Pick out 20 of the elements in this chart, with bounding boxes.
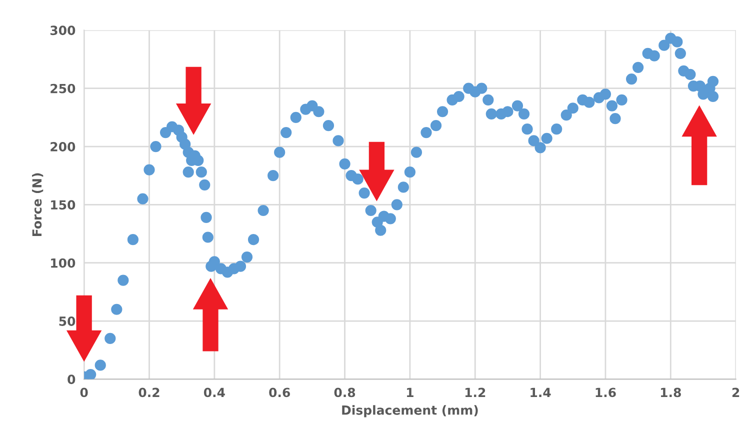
- y-tick-label: 250: [50, 84, 76, 94]
- y-tick-label: 50: [59, 316, 76, 326]
- x-tick-label: 2: [732, 388, 740, 398]
- y-tick-label: 300: [50, 26, 76, 36]
- x-tick-label: 0.4: [204, 388, 225, 398]
- x-tick-label: 0.6: [269, 388, 290, 398]
- x-tick-label: 1.2: [465, 388, 486, 398]
- x-axis-title: Displacement (mm): [342, 405, 478, 418]
- x-tick-label: 1.8: [660, 388, 681, 398]
- y-tick-label: 200: [50, 142, 76, 152]
- y-tick-label: 150: [51, 200, 76, 210]
- y-axis-title: Force (N): [32, 173, 44, 236]
- y-tick-label: 0: [68, 374, 76, 384]
- y-tick-label: 100: [51, 258, 76, 268]
- x-tick-label: 0.2: [138, 388, 160, 398]
- x-tick-label: 1: [407, 388, 414, 398]
- x-tick-label: 1.4: [530, 388, 551, 398]
- x-tick-label: 0: [80, 388, 88, 398]
- x-tick-label: 1.6: [596, 388, 616, 398]
- x-tick-label: 0.8: [334, 388, 356, 398]
